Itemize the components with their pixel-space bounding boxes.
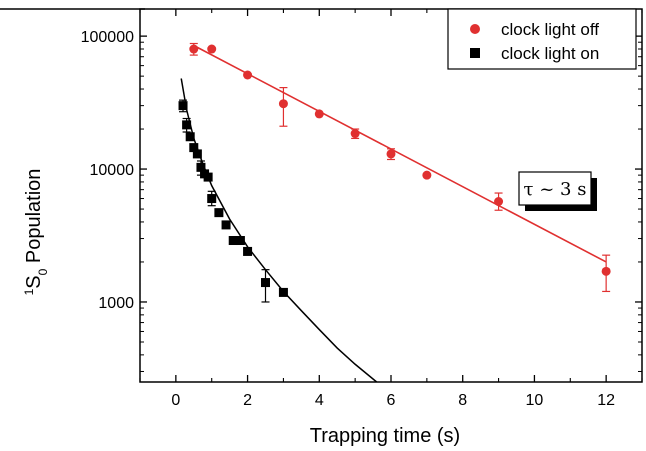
point-on-8 [207,194,217,204]
point-off-1 [207,44,217,54]
point-on-1 [182,120,192,130]
x-tick-label-0: 0 [171,392,180,409]
fit-line-clock-light-off [193,44,607,263]
point-on-4 [192,149,202,159]
point-on-15 [278,287,288,297]
x-tick-label-4: 8 [458,392,467,409]
point-off-2 [243,70,253,80]
y-tick-label-0: 1000 [98,295,134,312]
ticks: 0 2 4 6 8 10 12 1000 10000 100000 [81,9,643,409]
point-off-3 [278,99,288,109]
point-off-7 [422,170,432,180]
legend-box [447,8,637,70]
y-axis-title-sup: 1 [22,288,36,295]
point-off-8 [494,197,504,207]
tau-annotation-box [518,171,592,206]
point-off-9 [601,266,611,276]
point-on-7 [203,172,213,182]
y-axis-title-main: S [23,275,45,288]
point-on-13 [243,246,253,256]
y-axis-title-sub: 0 [36,268,50,275]
legend-label-clock-light-off: clock light off [501,20,599,39]
y-tick-label-2: 100000 [81,29,134,46]
point-on-9 [214,208,224,218]
fit-curve-clock-light-on [180,78,378,382]
point-on-11 [228,236,238,246]
point-off-4 [314,109,324,119]
legend-label-clock-light-on: clock light on [501,44,599,63]
x-axis-title: Trapping time (s) [310,425,460,447]
point-off-0 [189,44,199,54]
data-points [178,44,611,297]
x-tick-label-1: 2 [243,392,252,409]
x-tick-label-5: 10 [526,392,544,409]
fit-lines [180,44,607,382]
x-tick-label-3: 6 [387,392,396,409]
point-on-14 [261,278,270,288]
point-on-2 [185,132,195,142]
x-tick-label-2: 4 [315,392,324,409]
point-on-10 [221,220,231,230]
point-on-0 [178,101,188,111]
legend: clock light off clock light on [447,8,637,70]
point-off-5 [350,129,360,139]
y-axis-title-rest: Population [23,169,45,269]
point-off-6 [386,149,396,159]
legend-marker-clock-light-on [470,48,480,58]
legend-marker-clock-light-off [470,24,480,34]
point-on-5 [196,162,206,172]
point-on-12 [235,236,245,246]
y-tick-label-1: 10000 [90,162,135,179]
y-axis-title: 1S0 Population [22,169,50,296]
point-on-3 [189,143,199,153]
tau-annotation-text: τ ~ 3 s [524,179,587,200]
x-tick-label-6: 12 [597,392,615,409]
tau-annotation: τ ~ 3 s [518,171,597,211]
